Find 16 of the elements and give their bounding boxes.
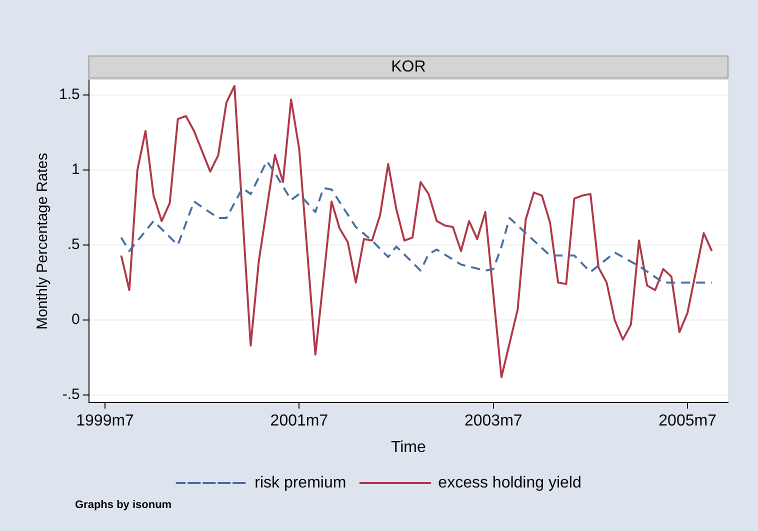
x-tick-label: 2001m7 (270, 412, 328, 430)
legend-label: risk premium (254, 474, 346, 492)
text: Graphs by isonum (75, 499, 172, 512)
y-tick-label: 0 (72, 311, 80, 328)
x-tick-label: 2003m7 (464, 412, 522, 430)
x-tick-label: 1999m7 (76, 412, 134, 430)
chart-title: KOR (391, 58, 426, 76)
legend-label: excess holding yield (438, 474, 582, 492)
x-tick-label: 2005m7 (658, 412, 717, 430)
y-tick-label: -.5 (62, 386, 80, 404)
line-series (120, 160, 713, 284)
y-tick-label: .5 (67, 236, 80, 254)
y-axis-title: Monthly Percentage Rates (34, 152, 52, 330)
x-axis-title: Time (390, 438, 426, 456)
y-tick-label: 1 (72, 161, 80, 178)
y-tick-label: 1.5 (58, 86, 80, 104)
